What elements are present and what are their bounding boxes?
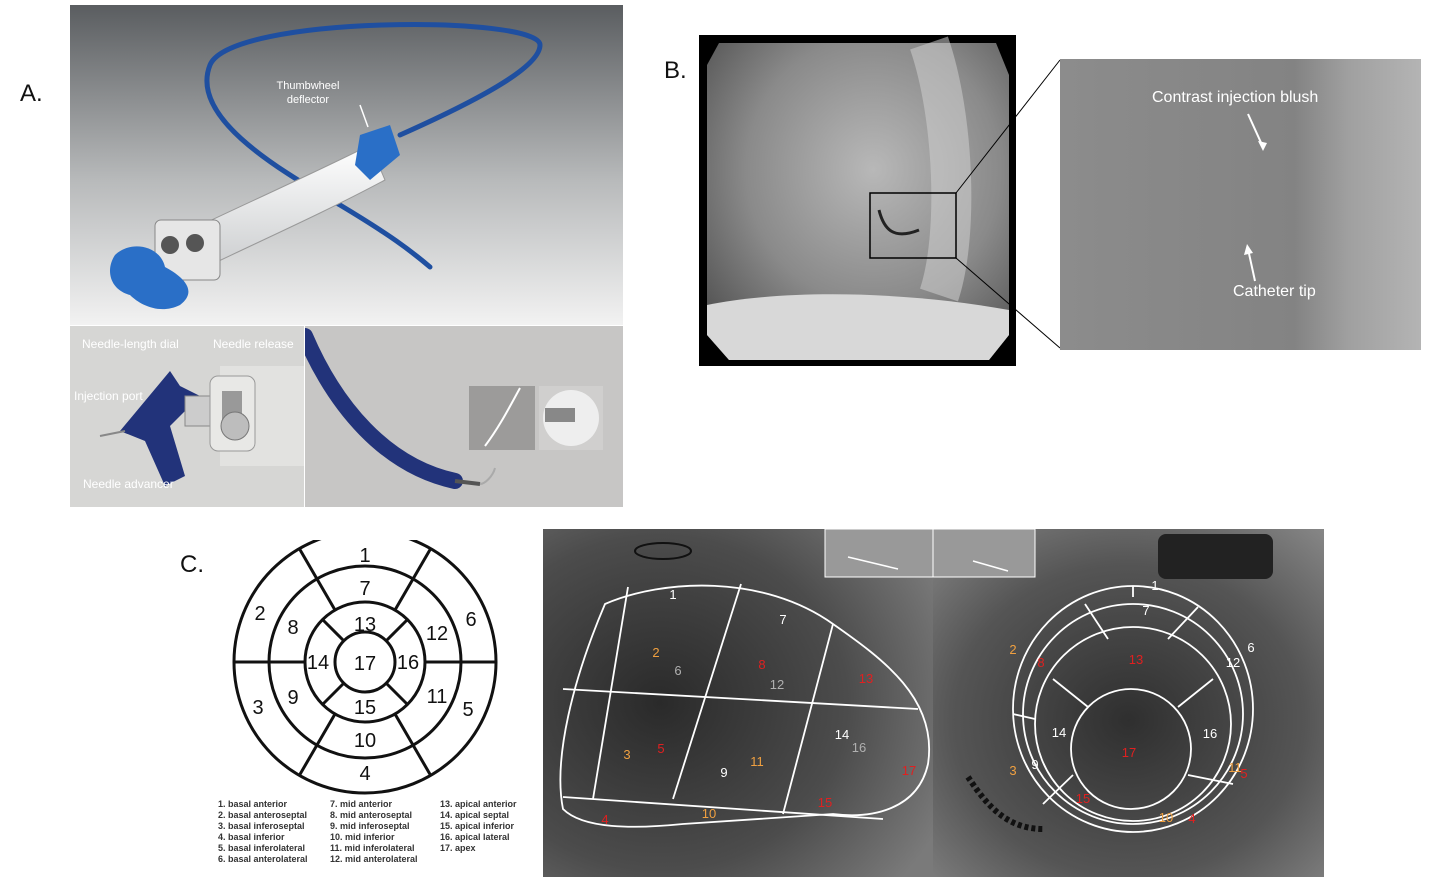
rao-seg-9: 9 [720, 765, 727, 780]
rao-seg-8: 8 [758, 657, 765, 672]
bullseye-seg-7: 7 [359, 578, 370, 600]
bullseye-seg-2: 2 [254, 603, 265, 625]
bullseye-seg-3: 3 [252, 697, 263, 719]
handle-closeup-image [70, 326, 304, 507]
lao-seg-7: 7 [1142, 603, 1149, 618]
legend-item: 16. apical lateral [440, 832, 510, 842]
rao-seg-10: 10 [702, 806, 716, 821]
panel-c-letter: C. [180, 551, 204, 578]
rao-seg-13: 13 [859, 671, 873, 686]
bullseye-seg-11: 11 [427, 686, 448, 708]
lao-seg-3: 3 [1009, 763, 1016, 778]
bullseye-seg-10: 10 [354, 730, 376, 752]
rao-seg-14: 14 [835, 727, 849, 742]
legend-item: 10. mid inferior [330, 832, 395, 842]
bullseye-seg-17: 17 [354, 653, 376, 675]
fluoroscopy-zoom-image [1060, 59, 1421, 350]
injection-port-label: Injection port [74, 389, 143, 403]
lao-seg-16: 16 [1203, 726, 1217, 741]
lao-seg-1: 1 [1151, 578, 1158, 593]
lao-seg-10: 10 [1159, 810, 1173, 825]
bullseye-seg-16: 16 [397, 652, 419, 674]
legend-item: 1. basal anterior [218, 799, 288, 809]
legend-item: 6. basal anterolateral [218, 854, 308, 864]
rao-seg-17: 17 [902, 763, 916, 778]
bullseye-seg-14: 14 [307, 652, 329, 674]
rao-seg-1: 1 [669, 587, 676, 602]
lao-seg-15: 15 [1076, 791, 1090, 806]
bullseye-seg-6: 6 [465, 609, 476, 631]
rao-seg-2: 2 [652, 645, 659, 660]
bullseye-seg-4: 4 [359, 763, 370, 785]
rao-seg-16: 16 [852, 740, 866, 755]
legend-item: 4. basal inferior [218, 832, 285, 842]
legend-item: 9. mid inferoseptal [330, 821, 410, 831]
bullseye-seg-12: 12 [426, 623, 448, 645]
legend-item: 8. mid anteroseptal [330, 810, 413, 820]
legend-col-3: 13. apical anterior 14. apical septal 15. … [440, 799, 517, 854]
catheter-render-image: Thumbwheel deflector [70, 5, 623, 325]
bullseye-seg-15: 15 [354, 697, 376, 719]
legend-item: 17. apex [440, 843, 476, 853]
ventriculogram-rao-image: 1 2 3 4 5 6 7 8 9 10 11 12 13 14 15 16 1… [543, 529, 933, 877]
legend-item: 3. basal inferoseptal [218, 821, 305, 831]
legend-item: 2. basal anteroseptal [218, 810, 308, 820]
legend-item: 13. apical anterior [440, 799, 517, 809]
bullseye-seg-5: 5 [462, 699, 473, 721]
lao-seg-5: 5 [1240, 766, 1247, 781]
bullseye-diagram: 1 2 3 4 5 6 7 8 9 10 11 12 13 14 15 16 1… [232, 540, 498, 795]
lao-seg-11: 11 [1228, 760, 1242, 775]
legend-item: 7. mid anterior [330, 799, 393, 809]
legend-col-1: 1. basal anterior 2. basal anteroseptal 3.… [218, 799, 308, 865]
rao-seg-15: 15 [818, 795, 832, 810]
zoom-connector-lines [955, 59, 1061, 349]
rao-seg-11: 11 [750, 754, 764, 769]
fluoroscopy-image [699, 35, 1016, 366]
bullseye-seg-13: 13 [354, 614, 376, 636]
needle-length-dial-label: Needle-length dial [82, 337, 179, 351]
ventriculogram-lao-image: 1 2 3 4 5 6 7 8 9 10 11 12 13 14 15 16 1… [933, 529, 1324, 877]
lao-seg-14: 14 [1052, 725, 1066, 740]
lao-seg-8: 8 [1037, 655, 1044, 670]
rao-seg-12: 12 [770, 677, 784, 692]
catheter-tip-image [305, 326, 623, 507]
panel-a-letter: A. [20, 80, 43, 107]
lao-seg-17: 17 [1122, 745, 1136, 760]
lao-seg-6: 6 [1247, 640, 1254, 655]
rao-seg-5: 5 [657, 741, 664, 756]
catheter-tip-label: Catheter tip [1233, 283, 1316, 300]
bullseye-seg-9: 9 [287, 687, 298, 709]
rao-seg-4: 4 [601, 812, 608, 827]
thumbwheel-label-line1: Thumbwheel [277, 80, 340, 92]
needle-advancer-label: Needle advancer [83, 477, 174, 491]
rao-seg-3: 3 [623, 747, 630, 762]
thumbwheel-label-line2: deflector [287, 94, 330, 106]
lao-seg-4: 4 [1188, 811, 1195, 826]
rao-seg-7: 7 [779, 612, 786, 627]
legend-col-2: 7. mid anterior 8. mid anteroseptal 9. mid… [330, 799, 418, 865]
legend-item: 5. basal inferolateral [218, 843, 306, 853]
needle-release-label: Needle release [213, 337, 294, 351]
lao-seg-2: 2 [1009, 642, 1016, 657]
legend-item: 14. apical septal [440, 810, 510, 820]
lao-seg-9: 9 [1031, 757, 1038, 772]
contrast-blush-label: Contrast injection blush [1152, 89, 1319, 106]
legend-item: 11. mid inferolateral [330, 843, 415, 853]
legend-item: 15. apical inferior [440, 821, 515, 831]
legend-item: 12. mid anterolateral [330, 854, 418, 864]
lao-seg-12: 12 [1226, 655, 1240, 670]
bullseye-seg-8: 8 [287, 617, 298, 639]
panel-b-letter: B. [664, 57, 687, 84]
rao-seg-6: 6 [674, 663, 681, 678]
lao-seg-13: 13 [1129, 652, 1143, 667]
bullseye-seg-1: 1 [359, 545, 370, 567]
